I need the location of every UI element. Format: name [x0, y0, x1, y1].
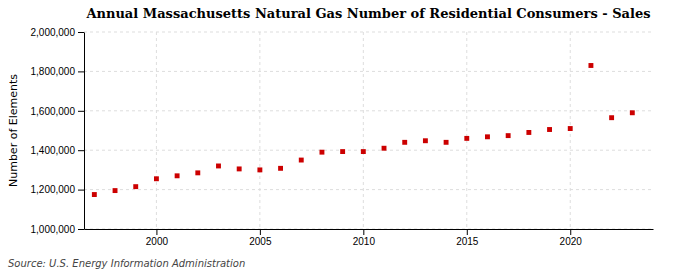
x-tick-mark: [467, 229, 468, 235]
x-tick-label: 2015: [456, 236, 479, 247]
x-tick-label: 2010: [353, 236, 376, 247]
point: [237, 166, 242, 171]
x-tick: 2005: [249, 229, 272, 247]
y-grid-line: [84, 229, 653, 230]
y-tick-label: 1,000,000: [31, 224, 76, 235]
point: [154, 176, 159, 181]
y-tick: 1,200,000: [31, 184, 85, 195]
x-tick-mark: [570, 229, 571, 235]
point: [402, 140, 407, 145]
point: [588, 63, 593, 68]
y-tick-label: 1,400,000: [31, 145, 76, 156]
point: [444, 140, 449, 145]
point: [485, 134, 490, 139]
y-tick-mark: [78, 190, 84, 191]
y-axis-line: [84, 33, 85, 230]
y-tick-label: 1,800,000: [31, 66, 76, 77]
point: [299, 158, 304, 163]
point: [216, 164, 221, 169]
y-grid-line: [84, 32, 653, 33]
y-grid-line: [84, 189, 653, 190]
y-tick-mark: [78, 150, 84, 151]
x-grid-line: [363, 32, 364, 229]
x-tick: 2015: [456, 229, 479, 247]
point: [133, 184, 138, 189]
point: [609, 115, 614, 120]
y-grid-line: [84, 150, 653, 151]
x-grid-line: [466, 32, 467, 229]
point: [340, 149, 345, 154]
point: [195, 170, 200, 175]
points: [92, 63, 635, 197]
point: [113, 188, 118, 193]
x-tick: 2010: [353, 229, 376, 247]
y-tick-label: 1,200,000: [31, 184, 76, 195]
grid: [84, 32, 653, 229]
y-tick-mark: [78, 111, 84, 112]
point: [361, 149, 366, 154]
y-grid-line: [84, 71, 653, 72]
x-tick-mark: [156, 229, 157, 235]
point: [547, 127, 552, 132]
x-axis: 2000 2005 2010 2015 2020: [85, 229, 654, 247]
point: [319, 150, 324, 155]
point: [568, 126, 573, 131]
x-grid-line: [156, 32, 157, 229]
y-grid-line: [84, 110, 653, 111]
point: [423, 138, 428, 143]
x-tick: 2020: [560, 229, 583, 247]
x-tick-label: 2005: [249, 236, 272, 247]
y-axis: 1,000,000 1,200,000 1,400,000 1,600,000 1,80…: [31, 27, 85, 235]
chart: 200020052010201520201,000,0001,200,0001,…: [0, 0, 675, 275]
point: [630, 110, 635, 115]
point: [175, 173, 180, 178]
x-tick-label: 2020: [560, 236, 583, 247]
point: [464, 136, 469, 141]
y-tick-label: 2,000,000: [31, 27, 76, 38]
point: [257, 167, 262, 172]
x-tick-label: 2000: [146, 236, 169, 247]
point: [526, 130, 531, 135]
plot: 200020052010201520201,000,0001,200,0001,…: [31, 27, 654, 247]
y-tick: 1,400,000: [31, 145, 85, 156]
x-tick-mark: [260, 229, 261, 235]
point: [506, 133, 511, 138]
y-tick: 1,000,000: [31, 224, 85, 235]
y-tick-mark: [78, 71, 84, 72]
point: [278, 166, 283, 171]
point: [382, 146, 387, 151]
x-grid-line: [259, 32, 260, 229]
y-tick-mark: [78, 32, 84, 33]
y-tick-label: 1,600,000: [31, 106, 76, 117]
point: [92, 192, 97, 197]
source-note: Source: U.S. Energy Information Administ…: [8, 258, 245, 269]
y-tick: 1,600,000: [31, 106, 85, 117]
y-tick-mark: [78, 229, 84, 230]
x-tick: 2000: [146, 229, 169, 247]
y-tick: 2,000,000: [31, 27, 85, 38]
title: Annual Massachusetts Natural Gas Number …: [85, 6, 650, 21]
y-axis-title: Number of Elements: [7, 74, 20, 187]
x-axis-line: [85, 229, 654, 230]
y-tick: 1,800,000: [31, 66, 85, 77]
x-tick-mark: [363, 229, 364, 235]
